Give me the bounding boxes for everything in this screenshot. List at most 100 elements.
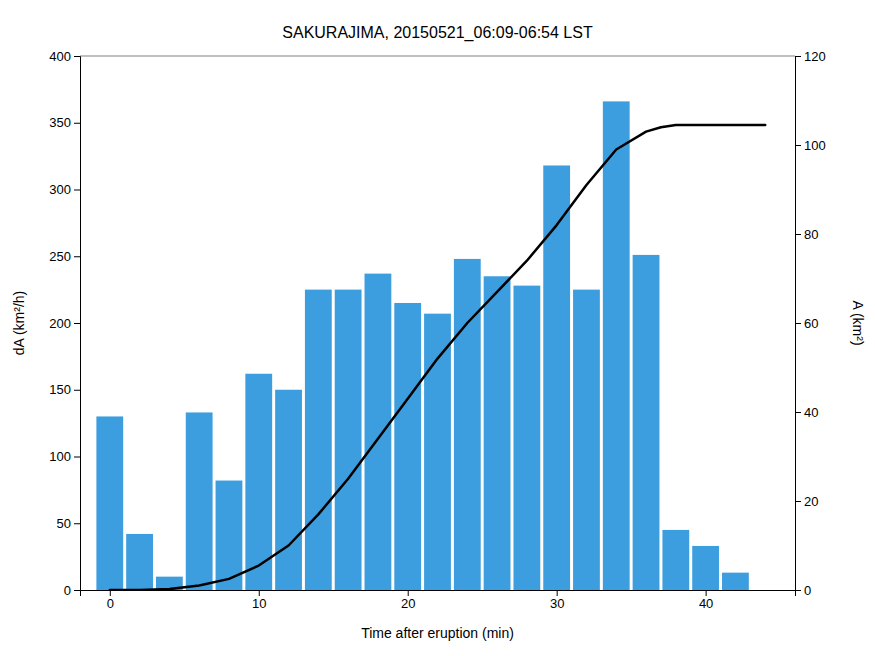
- plot: 0102030400501001502002503003504000204060…: [49, 49, 825, 612]
- bar: [305, 290, 332, 590]
- tick: 400: [49, 49, 80, 64]
- tick: 300: [49, 182, 80, 197]
- axis-line: [796, 57, 802, 591]
- tick-label: 150: [49, 382, 71, 397]
- tick-mark: [795, 323, 801, 324]
- bar: [573, 290, 600, 590]
- tick-label: 40: [699, 596, 713, 611]
- tick-label: 20: [401, 596, 415, 611]
- chart-container: 0102030400501001502002503003504000204060…: [0, 0, 875, 656]
- tick-label: 300: [49, 182, 71, 197]
- axis-line: [74, 57, 81, 591]
- tick: 0: [795, 583, 811, 598]
- tick-mark: [110, 590, 111, 596]
- tick: 200: [49, 316, 80, 331]
- bar: [424, 314, 451, 590]
- tick-label: 0: [804, 583, 811, 598]
- bar: [365, 274, 392, 590]
- x-axis-title: Time after eruption (min): [361, 625, 514, 641]
- bar: [335, 290, 362, 590]
- axis-line: [81, 591, 796, 597]
- bar: [603, 101, 630, 590]
- bar: [543, 165, 570, 590]
- tick-mark: [795, 590, 801, 591]
- tick: 40: [699, 590, 713, 611]
- tick: 20: [401, 590, 415, 611]
- line: [110, 125, 765, 590]
- bar: [692, 546, 719, 590]
- tick-mark: [74, 190, 80, 191]
- bar: [275, 390, 302, 590]
- bar: [484, 276, 511, 590]
- tick: 250: [49, 249, 80, 264]
- tick-label: 20: [804, 494, 818, 509]
- bar: [96, 416, 123, 590]
- title: SAKURAJIMA, 20150521_06:09-06:54 LST: [282, 24, 593, 42]
- tick: 0: [64, 583, 80, 598]
- tick-label: 100: [49, 449, 71, 464]
- tick: 20: [795, 494, 818, 509]
- tick: 50: [57, 516, 80, 531]
- bar: [126, 534, 153, 590]
- bar: [186, 412, 213, 590]
- bar: [633, 255, 660, 590]
- tick: 150: [49, 382, 80, 397]
- tick-label: 50: [57, 516, 71, 531]
- tick-mark: [74, 323, 80, 324]
- y2-axis: 0 20 40 60 80 100 120: [795, 49, 826, 598]
- bar-series: [96, 101, 748, 590]
- tick-label: 200: [49, 316, 71, 331]
- tick-mark: [795, 145, 801, 146]
- tick: 10: [252, 590, 266, 611]
- bar: [454, 259, 481, 590]
- tick: 100: [795, 138, 826, 153]
- tick-label: 250: [49, 249, 71, 264]
- y-axis: 0 50 100 150 200 250 300 350 400: [49, 49, 80, 598]
- bar: [752, 590, 779, 591]
- y2-axis-title: A (km²): [850, 300, 866, 345]
- tick-mark: [557, 590, 558, 596]
- tick: 40: [795, 405, 818, 420]
- tick-mark: [74, 523, 80, 524]
- tick-mark: [795, 412, 801, 413]
- tick: 100: [49, 449, 80, 464]
- tick-label: 120: [804, 49, 826, 64]
- tick: 0: [107, 590, 114, 611]
- tick-label: 0: [64, 583, 71, 598]
- tick-mark: [74, 457, 80, 458]
- tick-mark: [795, 501, 801, 502]
- x-axis: 0 10 20 30 40: [81, 590, 796, 611]
- chart-svg: 0102030400501001502002503003504000204060…: [0, 0, 875, 656]
- tick-label: 40: [804, 405, 818, 420]
- tick: 350: [49, 115, 80, 130]
- tick: 80: [795, 227, 818, 242]
- tick: 120: [795, 49, 826, 64]
- tick-label: 0: [107, 596, 114, 611]
- tick-mark: [74, 56, 80, 57]
- tick-mark: [74, 590, 80, 591]
- bar: [662, 530, 689, 590]
- tick-label: 100: [804, 138, 826, 153]
- tick-mark: [795, 56, 801, 57]
- tick-mark: [74, 123, 80, 124]
- frame-top: [80, 56, 795, 57]
- y-axis-title: dA (km²/h): [11, 291, 27, 356]
- bar: [245, 374, 272, 590]
- bar: [722, 573, 749, 590]
- tick-mark: [408, 590, 409, 596]
- bar: [513, 286, 540, 590]
- tick-mark: [259, 590, 260, 596]
- marks: [96, 101, 765, 590]
- tick-label: 30: [550, 596, 564, 611]
- tick-label: 400: [49, 49, 71, 64]
- tick-label: 10: [252, 596, 266, 611]
- tick-label: 80: [804, 227, 818, 242]
- tick-mark: [74, 256, 80, 257]
- tick: 30: [550, 590, 564, 611]
- tick: 60: [795, 316, 818, 331]
- bar: [394, 303, 421, 590]
- tick-mark: [74, 390, 80, 391]
- tick-label: 350: [49, 115, 71, 130]
- tick-mark: [706, 590, 707, 596]
- tick-mark: [795, 234, 801, 235]
